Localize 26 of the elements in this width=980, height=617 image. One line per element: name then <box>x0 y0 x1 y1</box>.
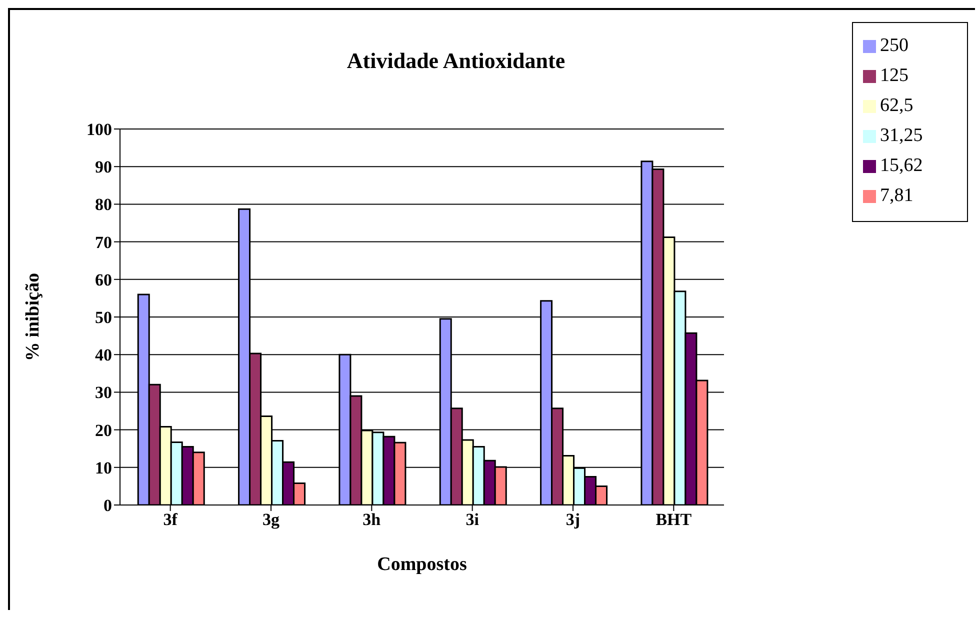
y-tick-label: 20 <box>95 420 112 440</box>
legend-label: 62,5 <box>880 95 914 116</box>
y-tick-label: 90 <box>95 158 112 177</box>
y-tick-label: 10 <box>95 458 112 478</box>
x-tick-label: 3j <box>566 510 580 530</box>
x-axis-title: Compostos <box>377 554 467 575</box>
y-tick-label: 60 <box>95 270 112 290</box>
y-tick-label: 0 <box>104 496 112 516</box>
y-tick-label: 30 <box>95 383 112 402</box>
legend-label: 250 <box>880 35 908 56</box>
y-axis-title: % inibição <box>22 272 44 362</box>
x-tick-label: 3g <box>262 510 280 530</box>
legend-label: 125 <box>880 65 908 86</box>
chart-title: Atividade Antioxidante <box>346 48 566 73</box>
y-tick-label: 40 <box>95 346 112 365</box>
legend-label: 7,81 <box>880 185 914 206</box>
x-tick-label: 3i <box>466 510 480 530</box>
y-tick-label: 100 <box>86 120 112 140</box>
x-tick-label: 3h <box>362 510 382 530</box>
x-tick-label: BHT <box>656 510 692 530</box>
legend-label: 15,62 <box>880 155 923 176</box>
y-tick-label: 80 <box>95 195 112 214</box>
y-tick-label: 70 <box>95 232 112 252</box>
legend-label: 31,25 <box>880 125 923 146</box>
y-tick-label: 50 <box>95 308 112 328</box>
x-tick-label: 3f <box>163 510 178 530</box>
